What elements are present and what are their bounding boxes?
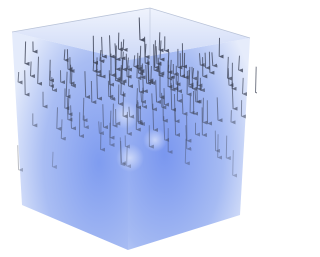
arrow <box>233 150 234 175</box>
arrow <box>71 67 72 86</box>
arrow <box>151 66 152 83</box>
arrow <box>67 98 68 120</box>
arrow <box>31 62 32 77</box>
arrow <box>209 52 210 73</box>
arrow <box>203 98 204 123</box>
arrow <box>52 152 53 167</box>
arrow <box>171 83 172 110</box>
arrow <box>185 139 186 164</box>
arrow <box>97 57 98 71</box>
arrow <box>159 32 160 50</box>
arrow <box>99 121 100 133</box>
arrow <box>18 145 19 170</box>
arrow <box>123 39 124 49</box>
arrow <box>61 119 62 138</box>
arrow <box>25 70 26 95</box>
arrow <box>205 53 206 68</box>
page: (() => { const data = JSON.parse(documen… <box>0 0 257 257</box>
arrow <box>256 67 257 93</box>
arrow <box>97 74 98 99</box>
arrow <box>18 72 19 82</box>
arrow <box>93 60 94 71</box>
arrow <box>154 44 155 70</box>
arrow <box>182 94 183 114</box>
arrow <box>192 67 193 89</box>
arrow <box>141 91 142 102</box>
arrow <box>103 104 104 127</box>
arrow <box>243 78 244 94</box>
arrow <box>137 65 138 78</box>
arrow <box>129 66 130 87</box>
arrow <box>102 37 103 57</box>
arrow <box>50 60 51 81</box>
arrow <box>127 146 128 166</box>
arrow <box>67 49 68 69</box>
arrow <box>152 93 153 109</box>
arrow <box>25 42 26 64</box>
arrow <box>116 69 117 79</box>
arrow <box>155 40 156 67</box>
arrow <box>164 88 165 105</box>
arrow <box>57 107 58 128</box>
arrow <box>70 65 71 84</box>
arrow <box>139 80 140 93</box>
glow <box>143 128 167 152</box>
arrow <box>64 49 65 60</box>
cube-visualization <box>0 0 257 257</box>
arrow <box>189 67 190 85</box>
